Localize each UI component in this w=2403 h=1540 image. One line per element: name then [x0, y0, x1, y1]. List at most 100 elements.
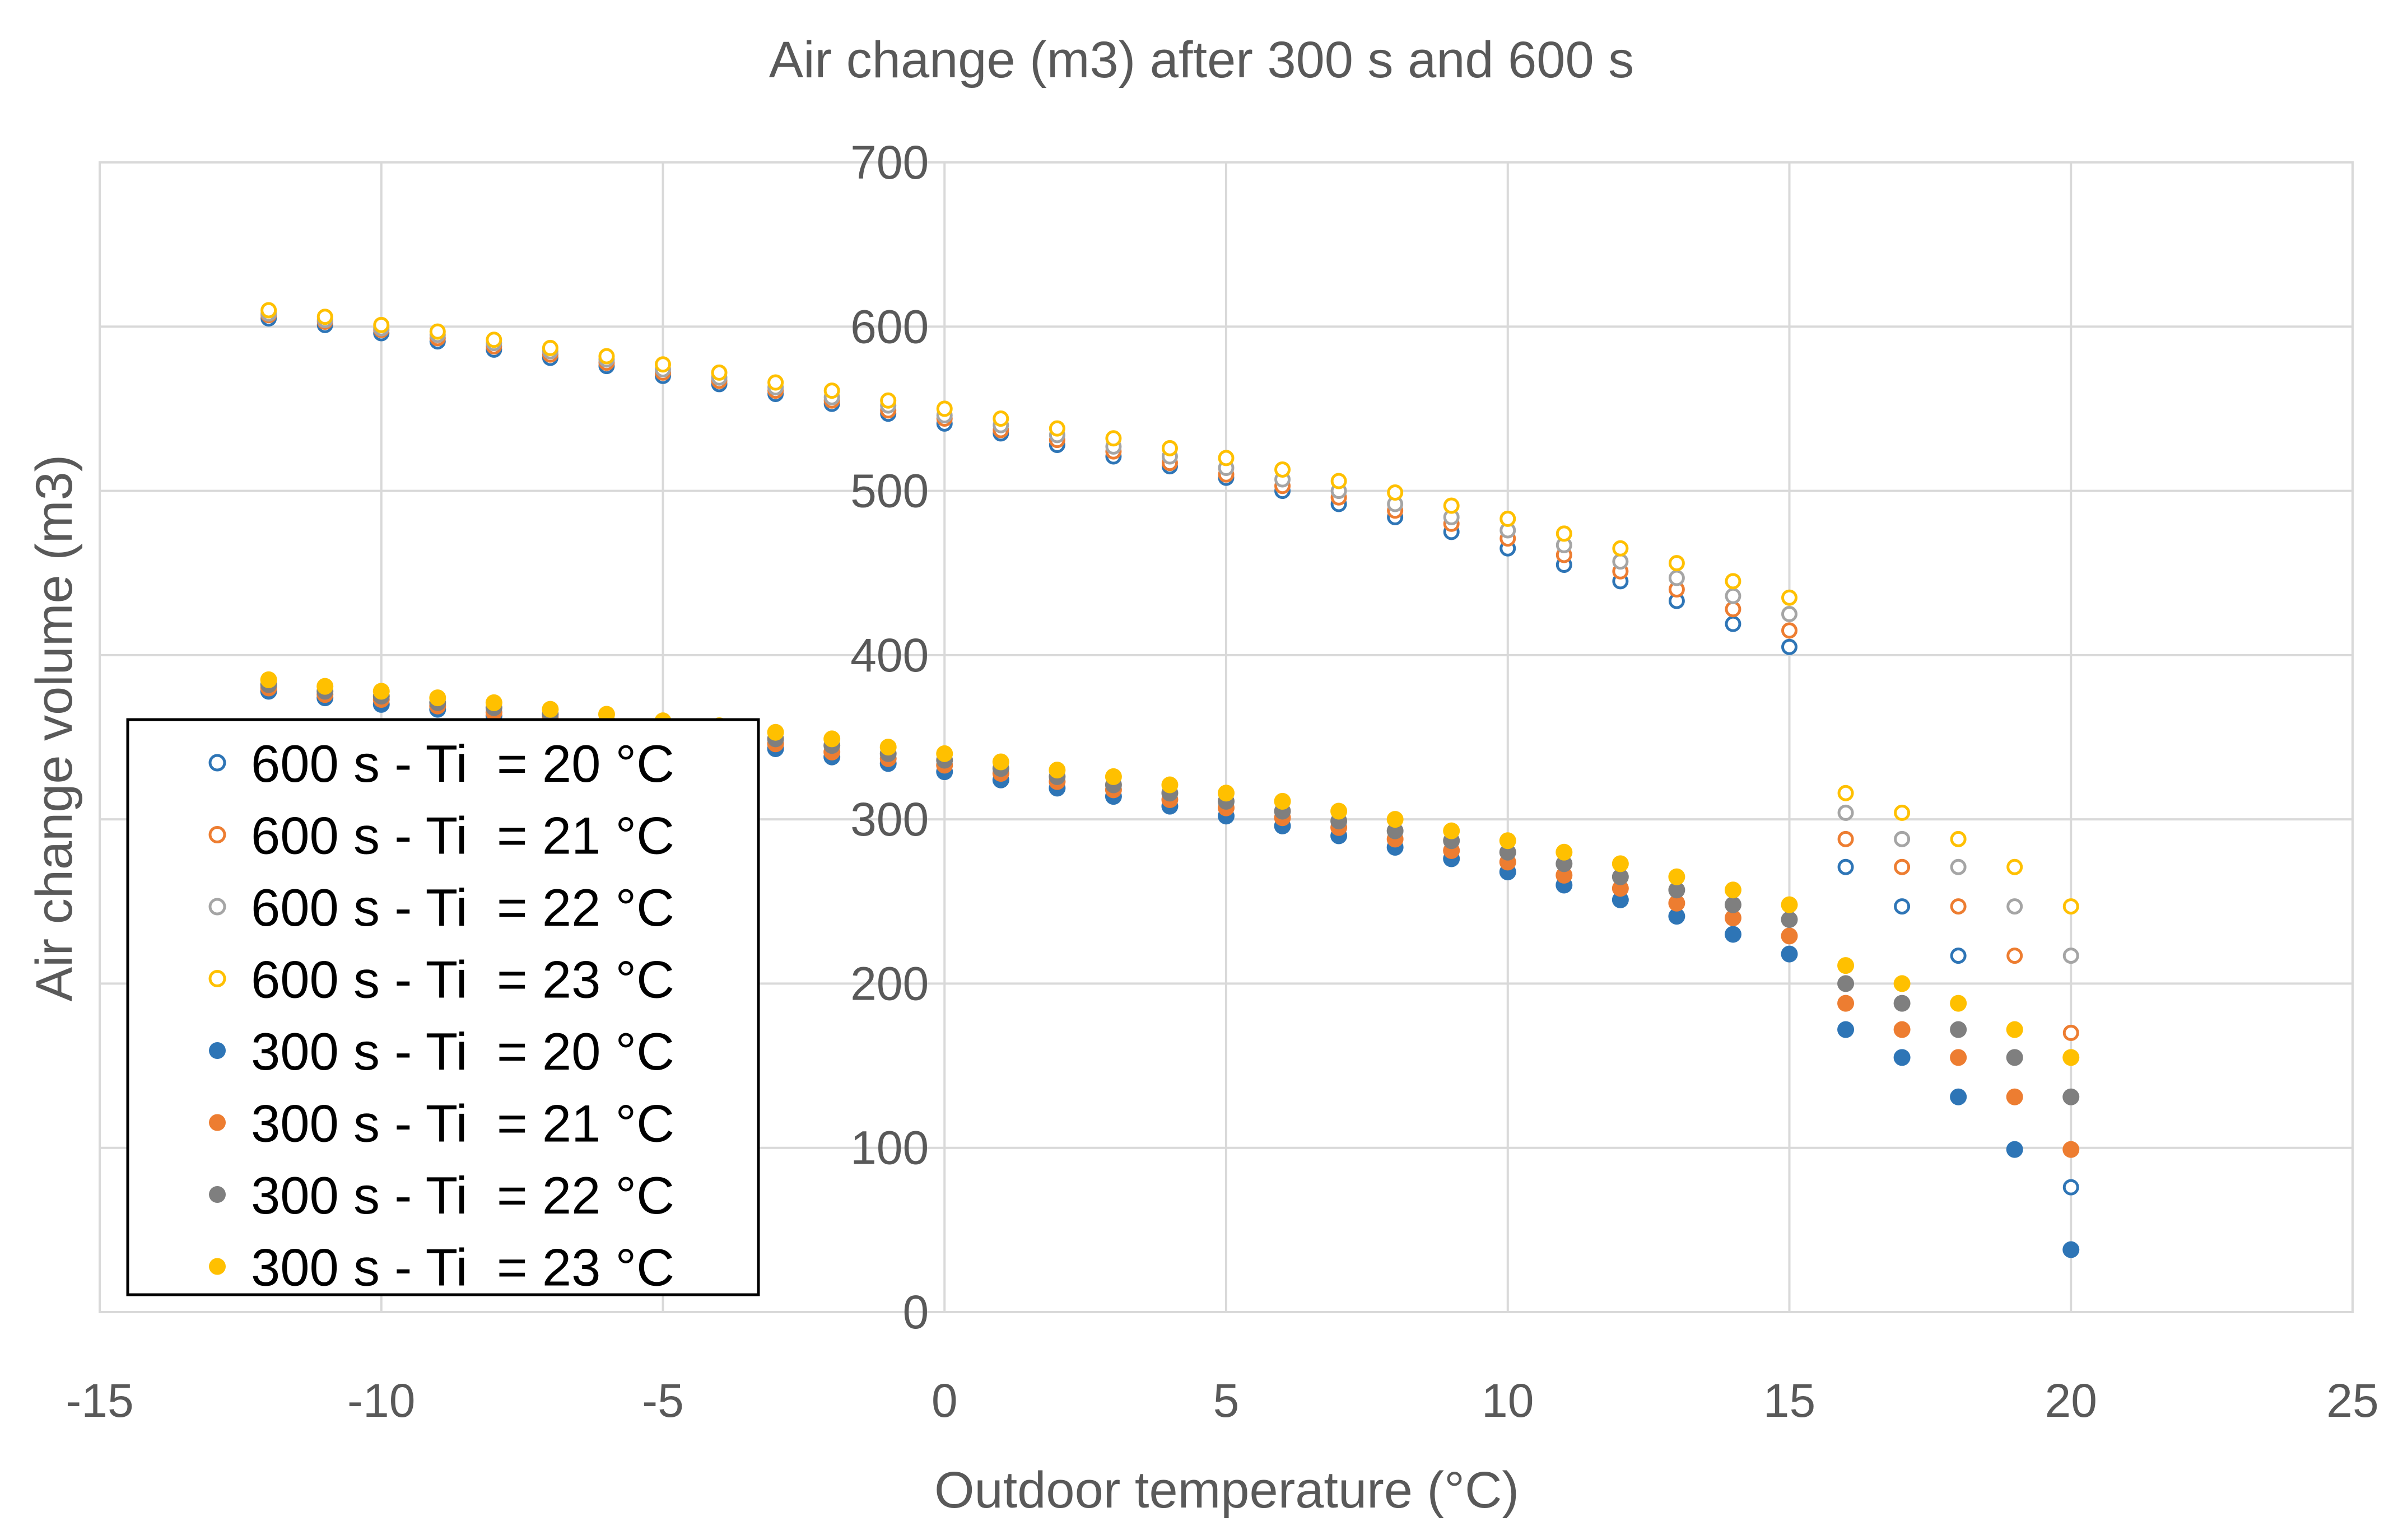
legend-marker: [209, 1258, 226, 1275]
x-tick-label: 5: [1213, 1374, 1240, 1427]
data-point: [992, 753, 1009, 771]
data-point: [767, 374, 784, 391]
y-tick-label: 200: [850, 957, 929, 1010]
data-point: [1893, 975, 1911, 992]
x-tick-label: 20: [2045, 1374, 2097, 1427]
data-point: [429, 323, 446, 340]
data-point: [1724, 909, 1741, 927]
data-point: [1950, 948, 1967, 964]
data-point: [1950, 858, 1967, 875]
data-point: [1499, 832, 1516, 850]
y-tick-labels: 0 100 200 300 400 500 600 700: [850, 136, 929, 1338]
data-point: [1837, 957, 1855, 974]
legend-entry: 600 s - Ti = 20 °C: [208, 734, 674, 793]
data-point: [1950, 995, 1967, 1012]
data-point: [1781, 945, 1798, 963]
legend-marker: [209, 1114, 226, 1131]
data-point: [1893, 1021, 1911, 1038]
data-point: [1725, 573, 1741, 590]
data-point: [2062, 1024, 2079, 1041]
data-point: [485, 694, 502, 711]
data-point: [1950, 1049, 1967, 1066]
legend-entry: 300 s - Ti = 21 °C: [209, 1094, 674, 1153]
data-point: [1049, 762, 1066, 779]
data-point: [373, 316, 390, 333]
data-point: [1725, 601, 1741, 618]
data-point: [2062, 898, 2079, 915]
data-point: [1894, 898, 1911, 915]
data-point: [1049, 420, 1065, 437]
legend-entries: 600 s - Ti = 20 °C 600 s - Ti = 21 °C 600 …: [208, 734, 674, 1297]
data-point: [936, 745, 953, 762]
data-point: [1443, 497, 1460, 514]
y-tick-label: 100: [850, 1122, 929, 1174]
data-point: [1668, 881, 1685, 899]
data-point: [1837, 1021, 1855, 1038]
y-tick-label: 600: [850, 300, 929, 353]
data-point: [1612, 880, 1629, 897]
series-points: [260, 302, 2079, 915]
data-point: [542, 339, 558, 356]
data-point: [1499, 510, 1516, 527]
data-point: [2062, 1049, 2080, 1066]
data-point: [316, 309, 333, 325]
x-tick-label: -10: [347, 1374, 415, 1427]
legend-entry: 600 s - Ti = 22 °C: [208, 878, 674, 937]
x-tick-label: 10: [1482, 1374, 1534, 1427]
data-point: [1556, 855, 1573, 872]
legend-label: 300 s - Ti = 22 °C: [251, 1166, 674, 1225]
data-point: [1781, 638, 1797, 655]
legend-label: 300 s - Ti = 23 °C: [251, 1238, 674, 1297]
data-point: [1781, 622, 1797, 639]
legend-marker: [208, 826, 226, 843]
data-point: [1443, 822, 1460, 839]
data-point: [2062, 1141, 2080, 1158]
y-tick-label: 0: [903, 1286, 929, 1338]
legend-marker: [208, 970, 226, 987]
data-point: [1161, 440, 1178, 456]
data-point: [1668, 868, 1685, 885]
data-point: [1612, 553, 1629, 570]
y-tick-label: 400: [850, 629, 929, 682]
data-point: [1781, 927, 1798, 945]
data-point: [2062, 1179, 2079, 1196]
data-point: [1781, 589, 1797, 606]
data-point: [1668, 555, 1685, 572]
data-point: [1950, 1088, 1967, 1105]
data-point: [1499, 843, 1516, 861]
data-point: [1837, 804, 1854, 821]
data-point: [1950, 830, 1967, 847]
data-point: [1668, 570, 1685, 586]
series-points: [260, 671, 2080, 1066]
data-point: [598, 348, 615, 365]
data-point: [823, 730, 841, 748]
y-tick-label: 300: [850, 793, 929, 846]
x-tick-label: 25: [2326, 1374, 2378, 1427]
data-point: [1725, 587, 1741, 604]
legend-marker: [208, 898, 226, 916]
data-point: [1837, 858, 1854, 875]
data-point: [936, 400, 953, 417]
data-point: [2062, 1088, 2080, 1105]
data-point: [1894, 830, 1911, 847]
data-point: [1781, 606, 1797, 623]
data-point: [2006, 858, 2023, 875]
data-point: [1218, 785, 1235, 802]
data-point: [1386, 811, 1404, 828]
y-axis-title: Air change volume (m3): [26, 455, 83, 1002]
data-point: [993, 410, 1009, 427]
data-point: [1894, 858, 1911, 875]
data-point: [767, 724, 784, 741]
data-point: [1837, 995, 1855, 1012]
data-point: [260, 302, 277, 319]
legend-marker: [209, 1186, 226, 1203]
data-point: [429, 689, 446, 707]
legend-entry: 300 s - Ti = 20 °C: [209, 1022, 674, 1081]
data-point: [1161, 776, 1179, 794]
data-point: [1781, 911, 1798, 928]
data-point: [2062, 948, 2079, 964]
x-axis-title: Outdoor temperature (°C): [934, 1462, 1519, 1519]
data-point: [1612, 855, 1629, 872]
chart-title: Air change (m3) after 300 s and 600 s: [769, 31, 1634, 88]
